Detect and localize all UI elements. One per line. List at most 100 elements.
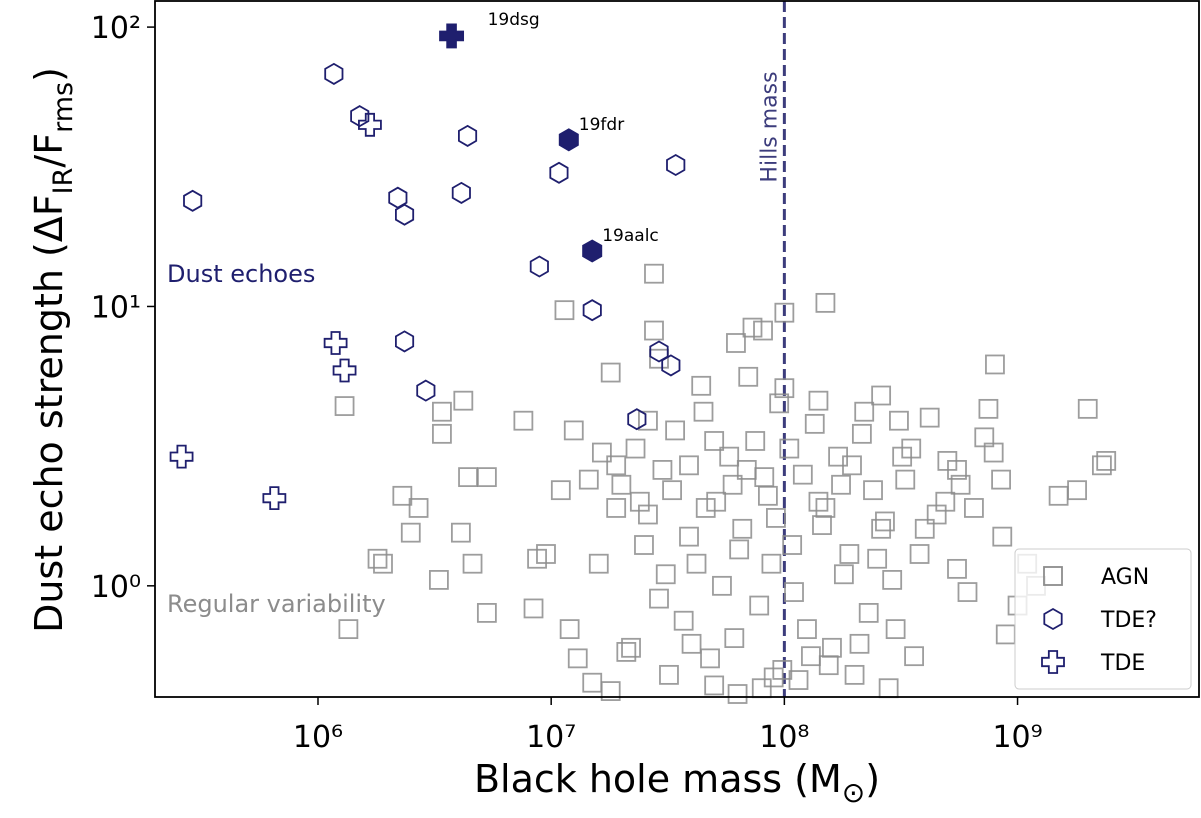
- agn-marker: [400, 522, 421, 543]
- agn-marker: [808, 491, 829, 512]
- agn-marker: [815, 292, 836, 313]
- agn-marker: [462, 553, 483, 574]
- agn-marker: [774, 378, 795, 399]
- agn-marker: [616, 642, 637, 662]
- agn-marker: [839, 544, 860, 564]
- agn-marker: [644, 320, 664, 341]
- tde-marker: [332, 358, 357, 383]
- agn-marker: [904, 646, 924, 667]
- agn-marker: [729, 539, 750, 560]
- agn-marker: [1048, 485, 1069, 506]
- agn-marker: [704, 431, 725, 451]
- agn-marker: [476, 467, 497, 488]
- agn-marker: [450, 522, 471, 543]
- x-axis-label-part: Black hole mass (M: [474, 757, 842, 801]
- agn-marker: [567, 648, 588, 669]
- agn-marker: [926, 504, 947, 525]
- annotation: Regular variability: [167, 590, 386, 618]
- x-tick-label: 10⁹: [992, 720, 1042, 755]
- tde-marker: [1041, 650, 1065, 674]
- x-axis-label-part: ⊙: [842, 776, 865, 809]
- agn-marker: [591, 442, 612, 463]
- x-tick-label: 10⁶: [293, 720, 343, 755]
- agn-marker: [523, 598, 544, 619]
- agn-marker: [693, 401, 714, 422]
- agn-marker: [863, 480, 883, 501]
- agn-marker: [758, 485, 778, 506]
- agn-marker: [691, 375, 712, 396]
- y-tick-label: 10²: [91, 11, 141, 46]
- agn-marker: [453, 390, 474, 411]
- agn-marker: [782, 535, 803, 555]
- agn-marker: [761, 553, 782, 574]
- annotation: Dust echoes: [167, 260, 315, 288]
- agn-marker: [373, 553, 393, 574]
- agn-marker: [649, 348, 669, 369]
- agn-marker: [878, 678, 899, 699]
- agn-marker: [706, 491, 727, 512]
- agn-marker: [338, 619, 359, 640]
- agn-marker: [895, 469, 916, 490]
- tde-candidate-marker: [324, 62, 344, 85]
- agn-marker: [550, 480, 571, 501]
- agn-marker: [801, 646, 821, 667]
- agn-marker: [727, 684, 748, 704]
- agn-marker: [662, 480, 682, 501]
- agn-marker: [804, 413, 825, 434]
- agn-marker: [428, 570, 449, 590]
- agn-marker: [513, 410, 534, 431]
- agn-marker: [673, 610, 694, 631]
- agn-marker: [700, 648, 720, 669]
- tde-candidate-marker: [394, 203, 415, 226]
- x-axis-label: Black hole mass (M⊙): [474, 757, 880, 809]
- agn-marker: [1091, 455, 1112, 476]
- agn-marker: [334, 396, 355, 416]
- agn-marker: [797, 619, 817, 640]
- agn-marker: [458, 467, 478, 488]
- y-axis-label-part: /F: [27, 133, 71, 168]
- agn-marker: [753, 320, 773, 341]
- agn-marker: [831, 474, 851, 495]
- tde-marker: [323, 331, 348, 355]
- agn-marker: [751, 678, 772, 699]
- y-axis-label-part: ): [27, 67, 71, 82]
- agn-marker: [742, 317, 763, 338]
- y-axis-label-part: Dust echo strength (ΔF: [27, 194, 71, 633]
- agn-marker: [712, 575, 732, 596]
- agn-marker: [1077, 398, 1098, 419]
- agn-marker: [681, 633, 702, 654]
- agn-marker: [432, 423, 452, 444]
- reference-line-label: Hills mass: [757, 71, 782, 182]
- agn-marker: [686, 553, 707, 574]
- agn-marker: [432, 401, 452, 422]
- agn-marker: [638, 410, 658, 431]
- agn-marker: [695, 498, 716, 518]
- agn-marker: [766, 508, 786, 528]
- agn-marker: [578, 469, 599, 490]
- agn-marker: [950, 474, 971, 495]
- agn-marker: [822, 637, 842, 658]
- x-tick-label: 10⁷: [526, 720, 576, 755]
- agn-marker: [818, 655, 839, 676]
- agn-marker: [679, 526, 699, 547]
- point-label: 19aalc: [602, 226, 659, 246]
- tde-candidate-marker: [558, 128, 579, 152]
- legend-label: TDE: [1100, 651, 1145, 676]
- agn-marker: [978, 398, 999, 419]
- agn-marker: [867, 548, 888, 569]
- legend-label: AGN: [1101, 565, 1149, 590]
- agn-marker: [808, 390, 829, 411]
- agn-marker: [719, 446, 740, 467]
- agn-marker: [849, 633, 870, 654]
- tde-candidate-marker: [457, 124, 478, 147]
- tde-candidate-marker: [666, 153, 686, 177]
- agn-marker: [892, 446, 913, 467]
- agn-marker: [582, 672, 603, 693]
- tde-candidate-marker: [661, 354, 681, 377]
- tde-candidate-marker: [1043, 607, 1063, 631]
- agn-marker: [1067, 480, 1087, 501]
- agn-marker: [995, 624, 1016, 645]
- agn-marker: [745, 431, 766, 451]
- agn-marker: [588, 553, 609, 574]
- agn-marker: [738, 366, 759, 387]
